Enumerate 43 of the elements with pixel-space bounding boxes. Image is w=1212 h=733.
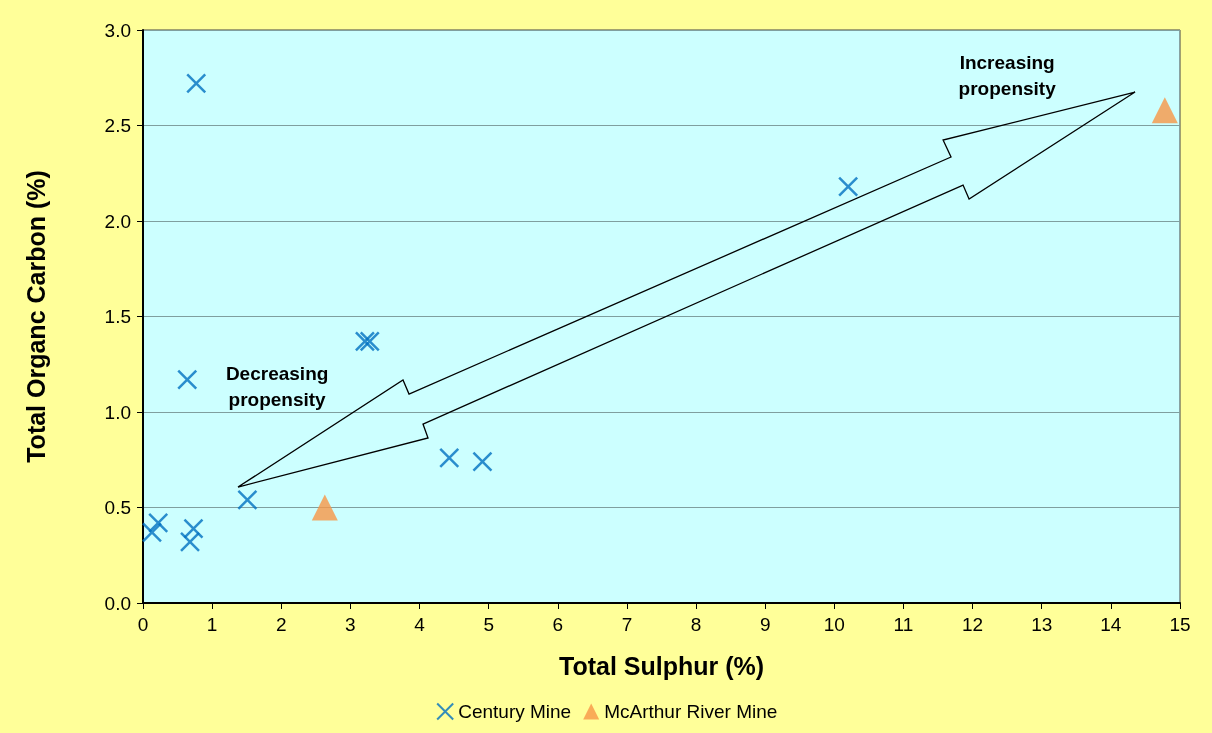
point [354, 331, 376, 352]
x-tick-label: 10 [823, 614, 845, 635]
point [177, 369, 198, 390]
x-tick-label: 8 [690, 614, 702, 635]
point [359, 331, 381, 352]
point [1151, 97, 1178, 124]
point [147, 512, 169, 534]
point [237, 489, 258, 511]
x-tick-label: 15 [1169, 614, 1191, 635]
x-tick-label: 7 [621, 614, 633, 635]
x-tick-label: 12 [962, 614, 984, 635]
point [179, 531, 201, 553]
y-tick-label: 1.0 [104, 401, 131, 423]
point [472, 451, 493, 472]
point [183, 518, 204, 539]
legend-label: Century Mine [458, 701, 572, 722]
y-tick-label: 3.0 [104, 19, 131, 41]
point [439, 447, 460, 469]
annotation: Decreasing propensity [225, 362, 329, 410]
x-tick-label: 9 [759, 614, 771, 635]
y-tick-label: 0.0 [104, 592, 131, 614]
y-tick-label: 2.5 [104, 115, 131, 136]
legend-label: McArthur River Mine [604, 701, 778, 722]
y-axis-title: Total Organc Carbon (%) [21, 170, 50, 463]
y-tick-label: 0.5 [104, 497, 131, 518]
x-axis-title: Total Sulphur (%) [558, 651, 765, 680]
x-tick-label: 4 [414, 614, 426, 635]
x-tick-label: 1 [206, 614, 218, 635]
y-tick-label: 2.0 [104, 210, 131, 232]
point [185, 73, 207, 94]
point [311, 494, 338, 521]
point [837, 176, 859, 197]
x-tick-label: 2 [275, 614, 287, 635]
x-tick-label: 14 [1100, 614, 1122, 635]
y-tick-label: 1.5 [104, 306, 131, 327]
point [141, 522, 163, 543]
x-tick-label: 6 [552, 614, 564, 635]
x-tick-label: 3 [345, 614, 356, 635]
x-tick-label: 13 [1031, 614, 1053, 635]
x-tick-label: 5 [483, 614, 494, 635]
x-tick-label: 0 [137, 614, 149, 635]
x-tick-label: 11 [893, 614, 914, 635]
annotation: Increasing propensity [958, 51, 1057, 99]
